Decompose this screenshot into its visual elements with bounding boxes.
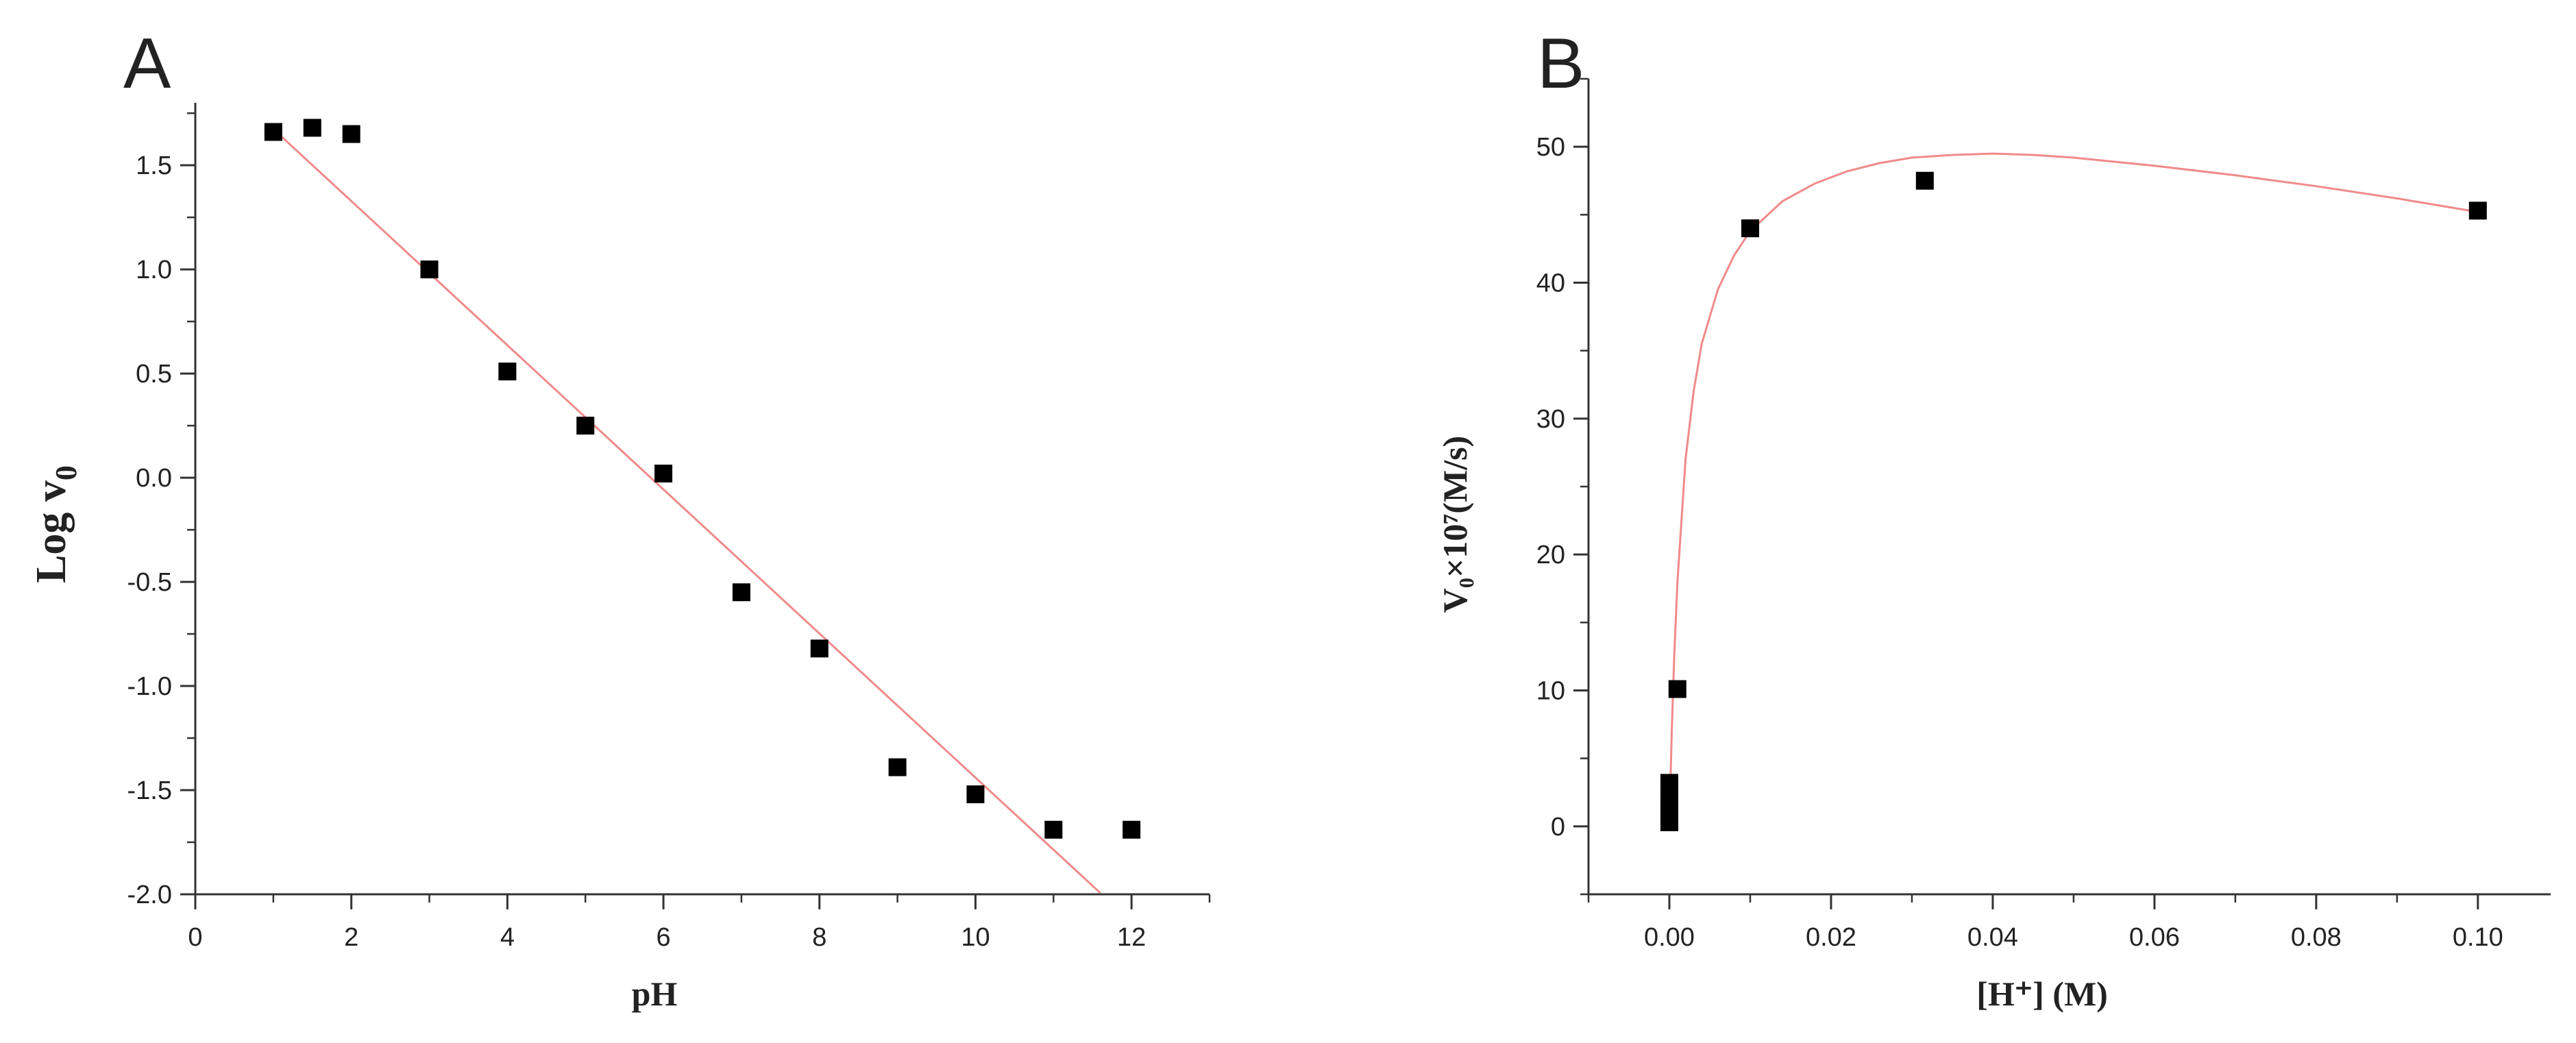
data-point-marker xyxy=(888,758,907,776)
x-tick-label: 0.08 xyxy=(2291,923,2342,952)
x-tick-label: 10 xyxy=(961,923,990,952)
panel-b-axes: 0.00 0.02 0.04 0.06 0.08 0.10 0 10 20 30 40 50 xyxy=(1536,77,2551,952)
panel-a-y-axis-title-subscript: 0 xyxy=(49,465,83,480)
panel-a-y-axis-title: Log v0 xyxy=(28,465,83,583)
panel-a-y-axis-title-main: Log v xyxy=(28,480,75,583)
y-tick-label: -1.0 xyxy=(127,672,172,701)
y-tick-label: 0 xyxy=(1551,813,1565,842)
data-point-marker xyxy=(1741,219,1759,238)
data-point-marker xyxy=(576,417,595,435)
x-tick-label: 4 xyxy=(500,923,515,952)
data-point-marker xyxy=(264,123,282,141)
panel-a-x-axis-title: pH xyxy=(632,974,678,1013)
data-point-marker xyxy=(2468,201,2487,220)
x-tick-label: 6 xyxy=(657,923,671,952)
panel-b-y-axis-title-group: V₀×10⁷(M/s) xyxy=(1436,436,1474,613)
panel-b: B 0.00 0.02 0.04 0.06 0.08 0.10 0 10 20 30 40 50 [H… xyxy=(1436,24,2551,1013)
y-tick-label: 0.0 xyxy=(136,464,172,493)
y-tick-label: 50 xyxy=(1536,133,1565,162)
y-tick-label: 10 xyxy=(1536,677,1565,706)
data-point-marker xyxy=(1044,820,1063,839)
x-tick-label: 0.00 xyxy=(1644,923,1695,952)
y-tick-label: 20 xyxy=(1536,541,1565,569)
panel-a-axes: 0 2 4 6 8 10 12 1.5 1.0 0.5 0.0 -0.5 -1.0 -1.5 -2.0 xyxy=(127,103,1211,952)
x-tick-label: 0.02 xyxy=(1806,923,1856,952)
data-point-marker xyxy=(1660,790,1678,809)
data-point-marker xyxy=(732,583,750,602)
panel-b-x-axis-title: [H⁺] (M) xyxy=(1976,974,2108,1013)
data-point-marker xyxy=(1660,774,1678,792)
x-tick-label: 0.10 xyxy=(2453,923,2503,952)
panel-b-y-axis-title: V₀×10⁷(M/s) xyxy=(1436,436,1474,613)
data-point-marker xyxy=(810,639,829,658)
panel-a-y-axis-title-group: Log v0 xyxy=(28,465,83,583)
y-tick-label: 0.5 xyxy=(136,360,172,389)
x-tick-label: 0.06 xyxy=(2129,923,2180,952)
data-point-marker xyxy=(498,363,517,381)
data-point-marker xyxy=(420,260,439,279)
y-tick-label: -1.5 xyxy=(127,776,172,805)
panel-b-fit-curve xyxy=(1669,152,2479,793)
y-tick-label: -2.0 xyxy=(127,881,172,909)
data-point-marker xyxy=(654,465,673,483)
x-tick-label: 0 xyxy=(188,923,202,952)
panel-b-label: B xyxy=(1537,24,1584,103)
y-tick-label: 1.5 xyxy=(136,151,172,180)
y-tick-label: 40 xyxy=(1536,269,1565,298)
data-point-marker xyxy=(1915,171,1934,190)
data-point-marker xyxy=(342,125,360,143)
data-point-marker xyxy=(966,785,985,804)
y-tick-label: 1.0 xyxy=(136,256,172,284)
x-tick-label: 12 xyxy=(1117,923,1146,952)
panel-a: A 0 2 4 6 8 10 121.51.00.50.0-0.5-1.0-1.5-2.0 … xyxy=(28,24,1211,1013)
y-tick-label: -0.5 xyxy=(127,568,172,597)
x-tick-label: 8 xyxy=(812,923,826,952)
y-tick-label: 30 xyxy=(1536,405,1565,434)
x-tick-label: 0.04 xyxy=(1967,923,2018,952)
x-tick-label: 2 xyxy=(344,923,358,952)
data-point-marker xyxy=(1668,680,1686,698)
panel-a-fit-line xyxy=(272,128,1101,894)
data-point-marker xyxy=(1123,820,1141,839)
panel-a-label: A xyxy=(123,24,171,103)
panel-a-markers xyxy=(264,119,1141,839)
data-point-marker xyxy=(303,119,321,137)
panel-b-markers xyxy=(1660,171,2487,831)
